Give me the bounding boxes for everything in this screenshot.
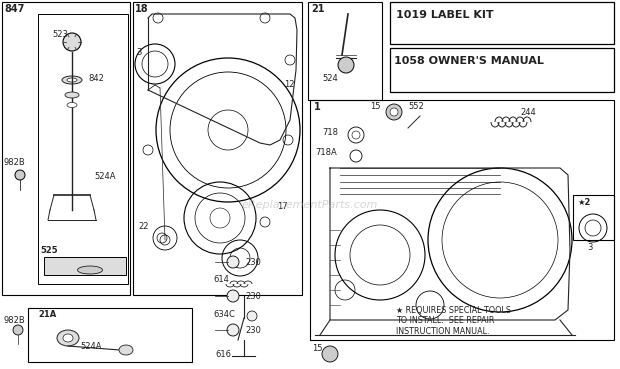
Bar [44,257,126,275]
Circle shape [322,346,338,362]
Text: 982B: 982B [4,158,26,167]
Ellipse shape [119,345,133,355]
Ellipse shape [62,76,82,84]
Ellipse shape [67,103,77,107]
Circle shape [386,104,402,120]
Bar [308,2,382,100]
Bar [28,308,192,362]
Text: 614: 614 [213,275,229,284]
Text: 3: 3 [587,243,592,252]
Ellipse shape [65,92,79,98]
Text: 1019 LABEL KIT: 1019 LABEL KIT [396,10,494,20]
Text: 21: 21 [311,4,324,14]
Text: 230: 230 [245,326,261,335]
Text: 244: 244 [520,108,536,117]
Circle shape [247,311,257,321]
Text: 842: 842 [88,74,104,83]
Ellipse shape [78,266,102,274]
Bar [2,2,130,295]
Text: 1058 OWNER'S MANUAL: 1058 OWNER'S MANUAL [394,56,544,66]
Circle shape [390,108,398,116]
Text: 982B: 982B [4,316,26,325]
Circle shape [227,290,239,302]
Text: 523: 523 [52,30,68,39]
Text: 718: 718 [322,128,338,137]
Polygon shape [330,168,570,320]
Bar [133,2,302,295]
Circle shape [63,33,81,51]
Text: 524A: 524A [94,172,115,181]
Text: 21A: 21A [38,310,56,319]
Text: 718A: 718A [315,148,337,157]
Circle shape [227,324,239,336]
Text: 17: 17 [277,202,288,211]
Text: 230: 230 [245,258,261,267]
Ellipse shape [63,334,73,342]
Text: eReplacementParts.com: eReplacementParts.com [242,200,378,210]
Text: 525: 525 [40,246,58,255]
Text: 524: 524 [322,74,338,83]
Circle shape [15,170,25,180]
Text: 3: 3 [136,48,141,57]
Ellipse shape [67,78,77,82]
Bar [390,48,614,92]
Text: 524A: 524A [80,342,102,351]
Text: 18: 18 [135,4,149,14]
Text: 12: 12 [284,80,294,89]
Circle shape [338,57,354,73]
Text: 22: 22 [138,222,149,231]
Text: 616: 616 [215,350,231,359]
Text: ★2: ★2 [577,198,590,207]
Text: ★ REQUIRES SPECIAL TOOLS
TO INSTALL.  SEE REPAIR
INSTRUCTION MANUAL.: ★ REQUIRES SPECIAL TOOLS TO INSTALL. SEE… [396,306,511,336]
Text: 552: 552 [408,102,423,111]
Bar [573,195,614,240]
Bar [38,14,128,284]
Text: 1: 1 [314,102,321,112]
Bar [390,2,614,44]
Circle shape [13,325,23,335]
Text: 634C: 634C [213,310,235,319]
Text: 15: 15 [312,344,322,353]
Text: 230: 230 [245,292,261,301]
Text: 15: 15 [370,102,381,111]
Circle shape [227,256,239,268]
Text: 847: 847 [4,4,24,14]
Ellipse shape [57,330,79,346]
Bar [310,100,614,340]
